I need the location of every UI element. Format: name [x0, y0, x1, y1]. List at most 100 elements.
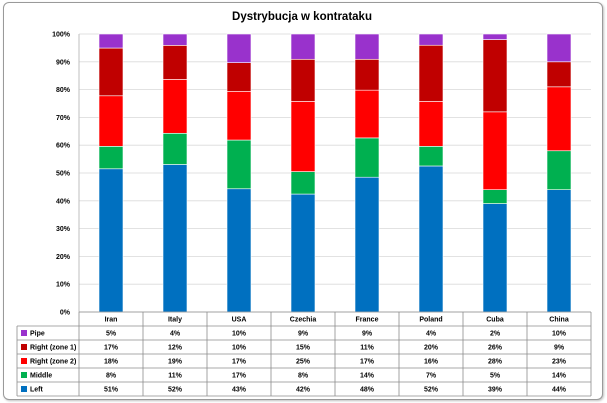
data-label: 17% — [360, 359, 375, 366]
bar-segment — [98, 33, 124, 49]
bar-segment — [162, 33, 188, 46]
bar-segment — [98, 47, 124, 97]
data-label: 10% — [552, 331, 567, 338]
bar-segment — [482, 111, 508, 190]
legend-entry: Left — [30, 387, 44, 394]
data-label: 44% — [552, 387, 567, 394]
bar-segment — [290, 101, 316, 172]
bar-segment — [546, 150, 572, 190]
bar-segment — [482, 203, 508, 313]
legend-swatch — [21, 358, 27, 364]
bar-segment — [290, 193, 316, 313]
bar-segment — [482, 189, 508, 204]
data-label: 43% — [232, 387, 247, 394]
bar-segment — [354, 176, 380, 313]
data-label: 26% — [488, 345, 503, 352]
y-tick-label: 50% — [56, 171, 71, 178]
bar-segment — [418, 146, 444, 167]
data-label: 10% — [232, 331, 247, 338]
data-label: 5% — [490, 373, 501, 380]
legend-entry: Middle — [30, 373, 52, 380]
data-label: 19% — [168, 359, 183, 366]
x-tick-label: USA — [232, 317, 247, 324]
data-label: 17% — [104, 345, 119, 352]
bar-segment — [162, 79, 188, 134]
bar-segment — [418, 165, 444, 313]
bar-segment — [162, 45, 188, 80]
bar-segment — [226, 188, 252, 313]
y-tick-label: 0% — [60, 310, 71, 317]
bar-segment — [418, 44, 444, 102]
data-label: 10% — [232, 345, 247, 352]
data-label: 17% — [232, 373, 247, 380]
legend-entry: Right (zone 2) — [30, 359, 76, 366]
x-tick-label: Poland — [419, 317, 442, 324]
bar-segment — [226, 91, 252, 141]
x-tick-label: Czechia — [290, 317, 317, 324]
data-label: 52% — [168, 387, 183, 394]
bar-segment — [546, 189, 572, 313]
bar-segment — [98, 146, 124, 170]
data-label: 14% — [552, 373, 567, 380]
data-label: 9% — [362, 331, 373, 338]
x-tick-label: China — [549, 317, 569, 324]
y-tick-label: 40% — [56, 198, 71, 205]
data-label: 7% — [426, 373, 437, 380]
x-tick-label: Iran — [105, 317, 118, 324]
legend-swatch — [21, 386, 27, 392]
legend-swatch — [21, 330, 27, 336]
bar-segment — [418, 33, 444, 46]
data-label: 48% — [360, 387, 375, 394]
data-label: 23% — [552, 359, 567, 366]
bar-segment — [546, 33, 572, 63]
data-label: 12% — [168, 345, 183, 352]
data-label: 2% — [490, 331, 501, 338]
y-tick-label: 90% — [56, 59, 71, 66]
legend-swatch — [21, 372, 27, 378]
bar-segment — [290, 33, 316, 60]
data-label: 5% — [106, 331, 117, 338]
bar-segment — [290, 171, 316, 195]
legend-swatch — [21, 344, 27, 350]
y-tick-label: 100% — [52, 32, 71, 39]
data-label: 18% — [104, 359, 119, 366]
bar-segment — [226, 62, 252, 92]
data-label: 8% — [298, 373, 309, 380]
bar-segment — [226, 33, 252, 63]
y-tick-label: 70% — [56, 115, 71, 122]
bar-segment — [482, 33, 508, 40]
data-label: 39% — [488, 387, 503, 394]
data-label: 11% — [360, 345, 374, 352]
data-label: 17% — [232, 359, 247, 366]
data-label: 52% — [424, 387, 439, 394]
bar-segment — [354, 58, 380, 91]
data-label: 15% — [296, 345, 311, 352]
plot-area: 0% 10% 20% 30% 40% 50% 60% 70% 80% 90% 100% — [52, 32, 591, 317]
data-label: 28% — [488, 359, 503, 366]
data-label: 20% — [424, 345, 439, 352]
y-tick-label: 80% — [56, 87, 71, 94]
bar-segment — [354, 33, 380, 60]
data-table: Iran Italy USA Czechia France Poland Cuba China… — [16, 311, 592, 397]
data-label: 4% — [170, 331, 181, 338]
bar-segment — [98, 95, 124, 147]
y-tick-label: 20% — [56, 254, 71, 261]
data-label: 11% — [168, 373, 182, 380]
bar-segment — [98, 168, 124, 313]
data-label: 9% — [554, 345, 565, 352]
data-label: 9% — [298, 331, 309, 338]
data-label: 8% — [106, 373, 117, 380]
bar-segment — [546, 86, 572, 152]
bar-segment — [418, 101, 444, 147]
y-tick-label: 30% — [56, 226, 71, 233]
bar-segment — [354, 89, 380, 139]
y-tick-label: 10% — [56, 282, 71, 289]
bar-segment — [482, 39, 508, 113]
x-tick-label: France — [356, 317, 379, 324]
bar-segment — [162, 164, 188, 313]
x-tick-label: Italy — [168, 317, 182, 324]
x-tick-label: Cuba — [486, 317, 504, 324]
chart-title: Dystrybucja w kontrataku — [232, 11, 372, 23]
data-label: 25% — [296, 359, 311, 366]
